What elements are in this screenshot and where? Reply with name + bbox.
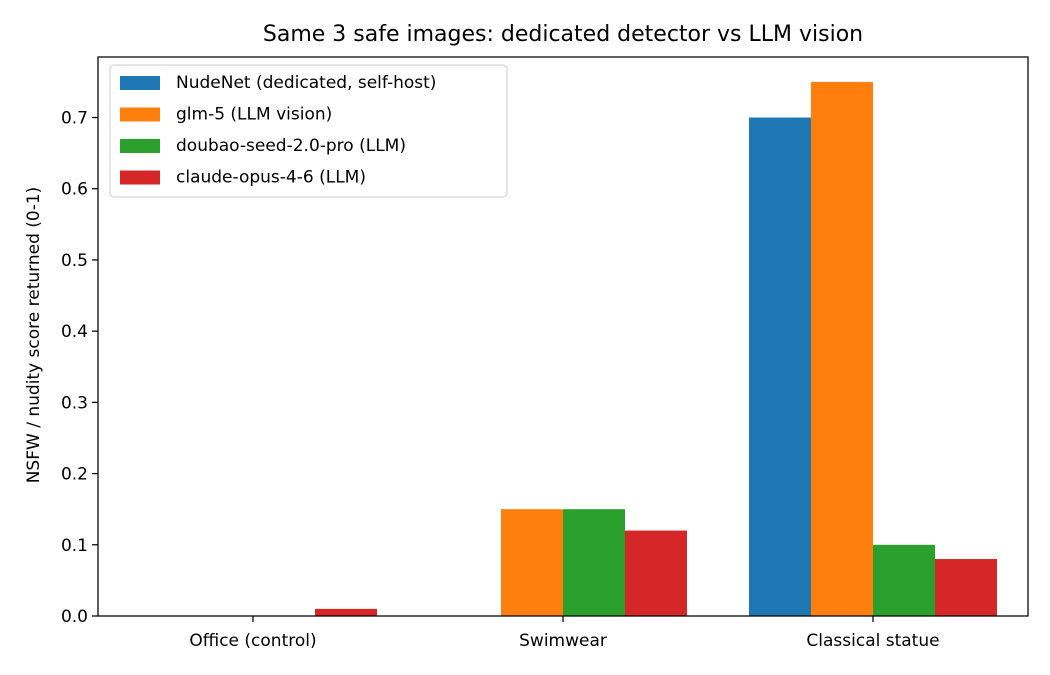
- bar: [315, 608, 377, 616]
- legend-swatch: [120, 107, 160, 122]
- y-tick-label: 0.6: [61, 180, 88, 200]
- y-tick-label: 0.7: [61, 109, 88, 129]
- y-tick-label: 0.4: [61, 322, 88, 342]
- x-tick-label: Swimwear: [519, 631, 607, 651]
- legend-label: NudeNet (dedicated, self-host): [176, 73, 436, 93]
- legend-swatch: [120, 170, 160, 185]
- legend-swatch: [120, 139, 160, 153]
- bar: [935, 559, 997, 616]
- y-tick-label: 0.1: [61, 536, 88, 556]
- x-tick-label: Classical statue: [806, 631, 939, 651]
- legend: NudeNet (dedicated, self-host) glm-5 (LLM…: [109, 64, 508, 198]
- y-tick-label: 0.3: [61, 393, 88, 413]
- y-tick-label: 0.2: [61, 465, 88, 485]
- legend-label: claude-opus-4-6 (LLM): [176, 168, 366, 188]
- bar: [625, 530, 687, 616]
- bar: [749, 117, 811, 617]
- y-tick-label: 0.0: [61, 607, 88, 627]
- bar: [563, 509, 625, 616]
- x-tick-label: Office (control): [189, 631, 316, 651]
- bar: [811, 81, 873, 616]
- legend-label: doubao-seed-2.0-pro (LLM): [176, 136, 406, 156]
- legend-label: glm-5 (LLM vision): [176, 105, 332, 125]
- legend-box: [109, 64, 508, 198]
- y-axis-label: NSFW / nudity score returned (0-1): [24, 187, 44, 484]
- legend-swatch: [120, 76, 160, 90]
- axes-layer: 0.0 0.1 0.2 0.3 0.4 0.5 0.6 0.7 Office (control)…: [61, 56, 1029, 651]
- bar: [501, 509, 563, 616]
- chart-title: Same 3 safe images: dedicated detector v…: [263, 22, 863, 47]
- bars-layer: [315, 81, 997, 617]
- bar: [873, 544, 935, 616]
- y-tick-label: 0.5: [61, 251, 88, 271]
